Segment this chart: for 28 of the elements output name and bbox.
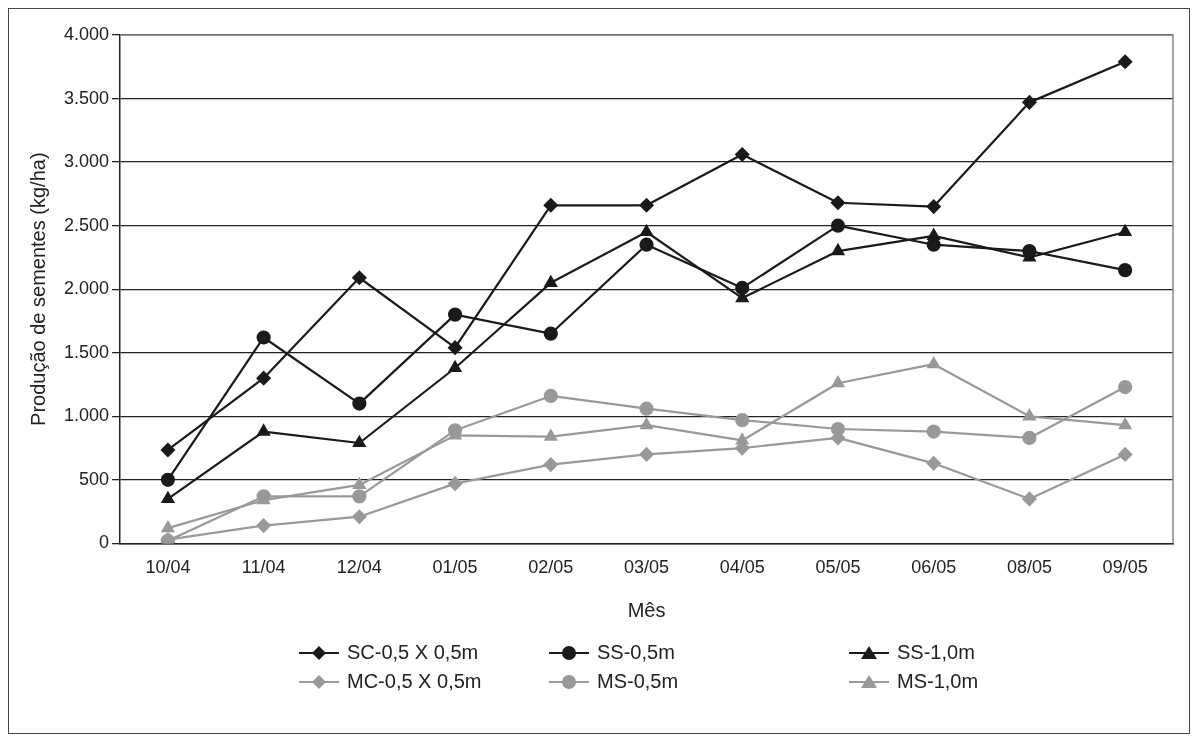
x-tick-label: 12/04 xyxy=(336,557,382,578)
legend-label: MC-0,5 X 0,5m xyxy=(347,670,482,693)
legend-label: SS-1,0m xyxy=(897,641,975,664)
x-tick-label: 10/04 xyxy=(145,557,191,578)
y-tick-label: 1.000 xyxy=(64,405,110,426)
x-tick-label: 05/05 xyxy=(815,557,861,578)
x-tick-label: 02/05 xyxy=(528,557,574,578)
y-tick-label: 2.000 xyxy=(64,278,110,299)
legend-label: SC-0,5 X 0,5m xyxy=(347,641,479,664)
y-tick-label: 1.500 xyxy=(64,341,110,362)
x-tick-label: 04/05 xyxy=(719,557,765,578)
x-tick-label: 01/05 xyxy=(432,557,478,578)
y-tick-label: 2.500 xyxy=(64,214,110,235)
x-tick-label: 06/05 xyxy=(911,557,957,578)
x-tick-label: 08/05 xyxy=(1006,557,1052,578)
x-tick-label: 11/04 xyxy=(241,557,286,578)
y-tick-label: 0 xyxy=(99,532,110,553)
legend-label: SS-0,5m xyxy=(597,641,675,664)
y-tick-label: 4.000 xyxy=(64,23,110,44)
y-tick-label: 3.500 xyxy=(64,87,110,108)
y-tick-label: 500 xyxy=(79,468,110,489)
y-tick-label: 3.000 xyxy=(64,151,110,172)
legend-label: MS-1,0m xyxy=(897,670,979,693)
y-axis-title: Produção de sementes (kg/ha) xyxy=(26,152,49,426)
x-tick-label: 09/05 xyxy=(1102,557,1148,578)
x-tick-label: 03/05 xyxy=(624,557,670,578)
legend-label: MS-0,5m xyxy=(597,670,679,693)
x-axis-title: Mês xyxy=(627,598,666,621)
